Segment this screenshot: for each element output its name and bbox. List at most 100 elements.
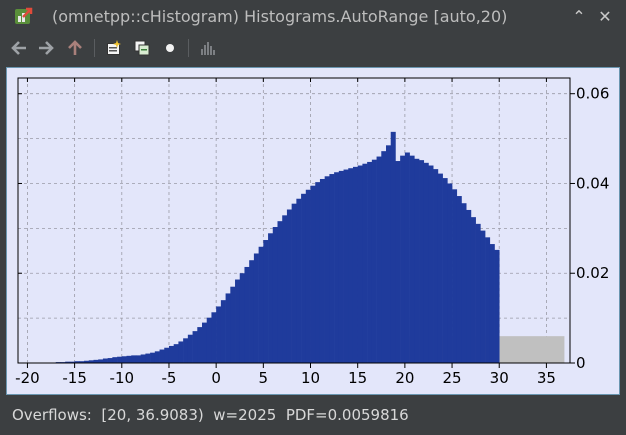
histogram-bar [225, 293, 231, 363]
histogram-bar [282, 215, 288, 363]
x-tick-label: 20 [395, 369, 414, 387]
histogram-plot: -20 -15 -10 -5 0 5 10 15 20 25 30 35 0 0.02 0.04 0.06 [15, 77, 609, 387]
histogram-bar [310, 185, 316, 363]
histogram-bar [192, 331, 198, 363]
histogram-bar [296, 198, 302, 363]
histogram-bar [263, 240, 269, 363]
back-arrow-icon[interactable] [8, 37, 30, 59]
histogram-bar [437, 173, 443, 363]
histogram-bar [348, 168, 354, 363]
histogram-bar [376, 156, 382, 363]
histogram-bar [268, 233, 274, 363]
histogram-bar [475, 223, 481, 363]
histogram-bar [494, 249, 500, 363]
histogram-bar [98, 359, 104, 363]
x-tick-label: 15 [348, 369, 367, 387]
histogram-bar [414, 158, 420, 363]
histogram-bar [286, 209, 292, 363]
histogram-bar [334, 172, 340, 363]
histogram-bar [79, 361, 85, 363]
histogram-bar [244, 266, 250, 363]
histogram-bar [74, 361, 80, 363]
x-tick-label: 0 [211, 369, 221, 387]
histogram-bar [140, 354, 146, 363]
histogram-bar [154, 351, 160, 363]
histogram-bar [239, 273, 245, 363]
status-bar: Overflows: [20, 36.9083) w=2025 PDF=0.00… [0, 398, 626, 435]
y-tick-label: 0.02 [576, 264, 609, 282]
x-tick-label: -20 [15, 369, 40, 387]
up-arrow-icon[interactable] [64, 37, 86, 59]
window-title: (omnetpp::cHistogram) Histograms.AutoRan… [52, 7, 508, 26]
histogram-bar [168, 345, 174, 363]
histogram-bar [173, 344, 179, 363]
histogram-chart-icon[interactable] [197, 37, 219, 59]
histogram-bar [319, 178, 325, 363]
histogram-bar [395, 161, 401, 363]
histogram-bar [121, 356, 127, 363]
title-bar: (omnetpp::cHistogram) Histograms.AutoRan… [0, 0, 626, 34]
histogram-bar [371, 159, 377, 363]
toolbar-separator [188, 39, 189, 57]
inspect-object-icon[interactable] [103, 37, 125, 59]
histogram-bar [164, 347, 170, 363]
histogram-bar [277, 221, 283, 363]
histogram-bar [386, 145, 392, 363]
x-tick-label: 5 [259, 369, 269, 387]
histogram-bar [419, 160, 425, 363]
histogram-bar [88, 360, 94, 363]
histogram-bar [112, 357, 118, 363]
histogram-bar [126, 355, 132, 363]
y-tick-label: 0 [576, 354, 586, 372]
histogram-bar [367, 161, 373, 363]
histogram-bar [329, 174, 335, 363]
plot-frame [17, 77, 571, 364]
chevron-up-icon[interactable]: ⌃ [572, 7, 586, 26]
histogram-bar [131, 355, 137, 363]
copy-icon[interactable] [131, 37, 153, 59]
histogram-bar [390, 131, 396, 363]
histogram-bar [183, 338, 189, 363]
histogram-bar [117, 356, 123, 363]
histogram-bar [202, 322, 208, 363]
forward-arrow-icon[interactable] [35, 37, 57, 59]
histogram-bar [230, 286, 236, 363]
histogram-bar [489, 244, 495, 363]
histogram-bar [362, 163, 368, 363]
histogram-bar [187, 334, 193, 363]
histogram-bar [409, 155, 415, 363]
histogram-bar [485, 237, 491, 363]
histogram-bar [258, 246, 264, 363]
histogram-chart: -20 -15 -10 -5 0 5 10 15 20 25 30 35 0 0.02 0.04 0.06 [6, 67, 620, 395]
histogram-bar [352, 166, 358, 363]
histogram-bar [324, 176, 330, 363]
histogram-bar [456, 196, 462, 363]
histogram-bar [272, 227, 278, 363]
histogram-bar [470, 217, 476, 363]
x-tick-label: 25 [443, 369, 462, 387]
histogram-bar [291, 203, 297, 363]
histogram-bar [197, 327, 203, 363]
histogram-bar [400, 155, 406, 363]
histogram-bar [480, 230, 486, 363]
histogram-bar [135, 355, 141, 363]
x-tick-label: 30 [490, 369, 509, 387]
histogram-bar [206, 317, 212, 363]
close-icon[interactable]: ✕ [598, 7, 612, 26]
histogram-bar [343, 169, 349, 363]
histogram-bar [301, 193, 307, 363]
toolbar [0, 34, 626, 62]
y-tick-label: 0.04 [576, 174, 609, 192]
histogram-bar [338, 170, 344, 363]
histogram-bar [452, 189, 458, 363]
histogram-app-icon [15, 7, 33, 24]
x-tick-label: 35 [537, 369, 556, 387]
histogram-bar [253, 253, 259, 363]
overflow-status-text: Overflows: [20, 36.9083) w=2025 PDF=0.00… [12, 406, 409, 424]
histogram-bar [249, 260, 255, 363]
histogram-bar [235, 279, 241, 363]
histogram-bar [315, 182, 321, 363]
run-dot-icon[interactable] [159, 37, 181, 59]
histogram-bar [461, 203, 467, 363]
histogram-bar [145, 353, 151, 363]
